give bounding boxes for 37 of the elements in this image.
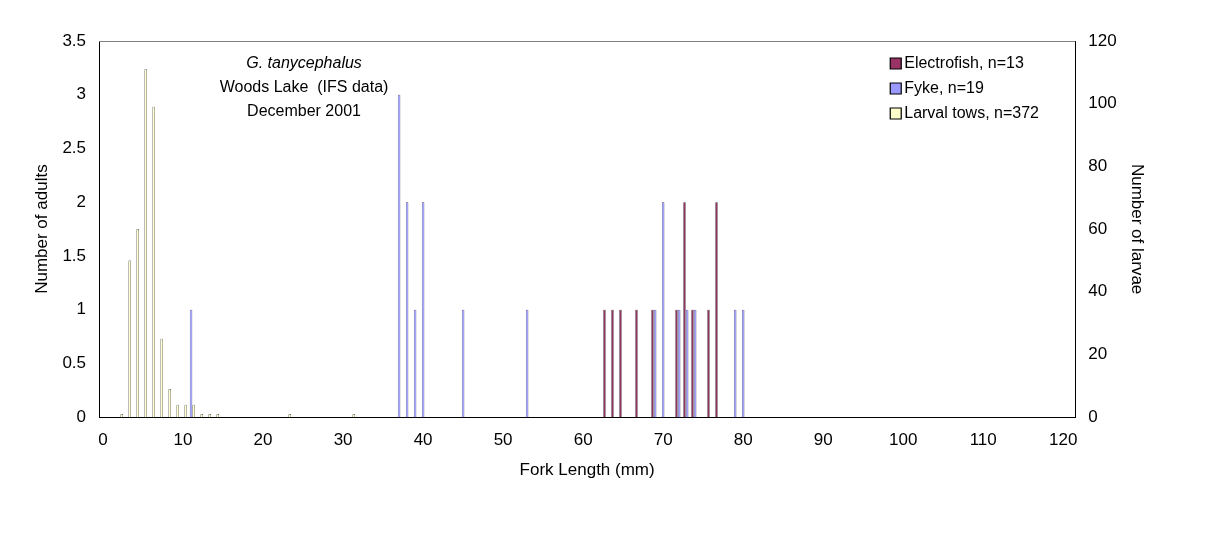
y-axis-title: Number of adults [31, 164, 51, 294]
x-tick-label: 50 [493, 430, 513, 450]
y2-tick-label: 40 [1088, 281, 1108, 301]
y-tick-label: 2.5 [62, 138, 87, 158]
y2-tick-label: 120 [1088, 30, 1117, 50]
x-tick-label: 120 [1049, 430, 1078, 450]
y2-axis-title: Number of larvae [1128, 163, 1148, 295]
y2-tick-label: 80 [1088, 156, 1108, 176]
y2-tick-label: 60 [1088, 218, 1108, 238]
annotation: Woods Lake (IFS data) [219, 78, 389, 96]
annotation: December 2001 [247, 102, 362, 120]
y-tick-label: 1.5 [62, 245, 87, 265]
legend-label: Fyke, n=19 [904, 79, 984, 97]
x-axis-title: Fork Length (mm) [519, 460, 655, 480]
x-tick-label: 70 [653, 430, 673, 450]
annotation: G. tanycephalus [246, 54, 362, 72]
x-tick-label: 110 [969, 430, 997, 450]
x-tick-label: 20 [253, 430, 273, 450]
y2-tick-label: 100 [1088, 93, 1117, 113]
legend-label: Electrofish, n=13 [904, 54, 1024, 72]
x-tick-label: 0 [98, 430, 108, 450]
y2-tick-label: 20 [1088, 344, 1108, 364]
y-tick-label: 2 [76, 191, 87, 211]
x-tick-label: 10 [173, 430, 193, 450]
x-tick-label: 100 [889, 430, 918, 450]
y-tick-label: 3.5 [62, 30, 87, 50]
x-tick-label: 80 [733, 430, 753, 450]
y-tick-label: 0 [76, 406, 87, 426]
legend-label: Larval tows, n=372 [904, 104, 1040, 122]
x-tick-label: 60 [573, 430, 593, 450]
y-tick-label: 0.5 [62, 353, 87, 373]
x-tick-label: 40 [413, 430, 433, 450]
x-tick-label: 30 [333, 430, 353, 450]
y-tick-label: 1 [76, 299, 87, 319]
y2-tick-label: 0 [1088, 406, 1098, 426]
x-tick-label: 90 [813, 430, 833, 450]
y-tick-label: 3 [76, 84, 87, 104]
